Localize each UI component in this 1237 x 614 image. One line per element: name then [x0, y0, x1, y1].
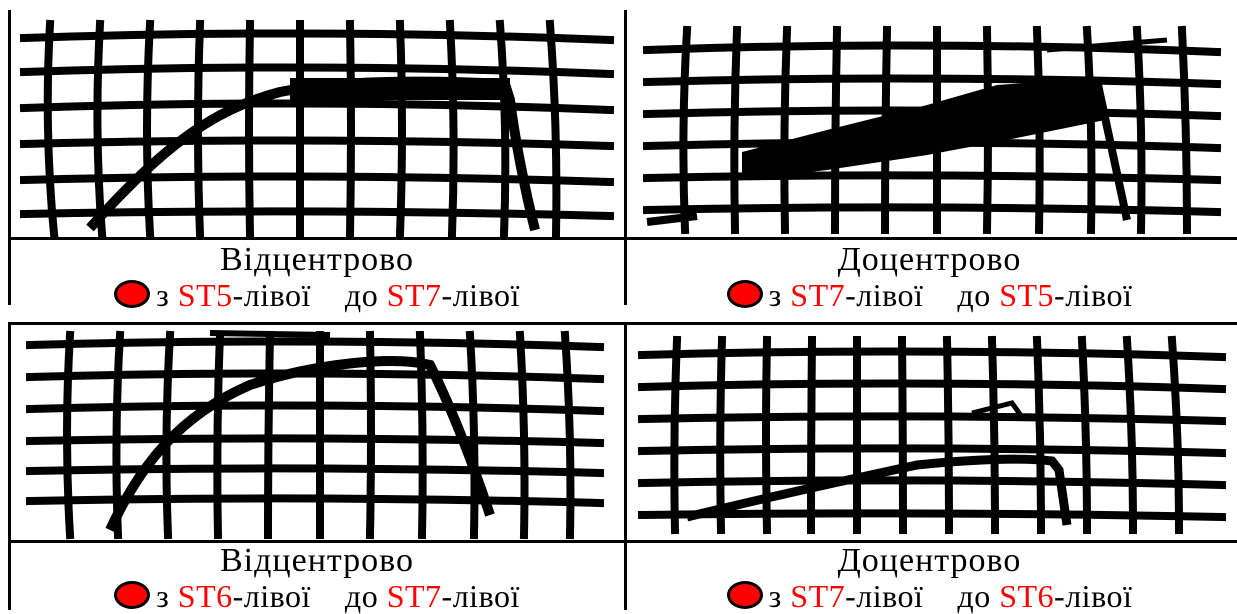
route-to-prefix: до [344, 277, 379, 313]
panel-top-left-route: з ST5-лівої до ST7-лівої [10, 278, 624, 312]
route-from-suffix: -лівої [232, 277, 311, 313]
panel-bottom-left-route: з ST6-лівої до ST7-лівої [10, 579, 624, 613]
panel-bottom-right-scan [637, 335, 1227, 535]
route-to-code: ST7 [386, 277, 442, 313]
route-to-suffix: -лівої [1054, 277, 1133, 313]
route-from-prefix: з [156, 277, 170, 313]
route-to-suffix: -лівої [441, 578, 520, 614]
route-from-suffix: -лівої [845, 277, 924, 313]
route-from-suffix: -лівої [232, 578, 311, 614]
frame-left-top [8, 10, 11, 305]
frame-top-caption-divider [8, 237, 1237, 240]
frame-middle-top [624, 10, 627, 305]
route-to-suffix: -лівої [1054, 578, 1133, 614]
route-from-code: ST7 [790, 578, 846, 614]
panel-top-right-route: з ST7-лівої до ST5-лівої [627, 278, 1232, 312]
panel-bottom-right-title: Доцентрово [837, 542, 1022, 579]
route-to-suffix: -лівої [441, 277, 520, 313]
frame-middle-bottom [624, 322, 627, 610]
route-to-prefix: до [957, 277, 991, 313]
route-from-code: ST5 [177, 277, 233, 313]
route-to-code: ST7 [386, 578, 442, 614]
red-dot-marker-icon [726, 581, 763, 609]
panel-bottom-left-title: Відцентрово [220, 542, 414, 579]
panel-top-left-title: Відцентрово [220, 241, 414, 278]
route-from-suffix: -лівої [845, 578, 924, 614]
panel-top-right-scan [642, 25, 1222, 235]
route-from-code: ST7 [790, 277, 846, 313]
route-from-prefix: з [156, 578, 170, 614]
frame-bottom-caption-divider [8, 540, 1237, 543]
red-dot-marker-icon [726, 280, 763, 308]
route-from-prefix: з [768, 277, 782, 313]
panel-bottom-right: Доцентрово з ST7-лівої до ST6-лівої [627, 325, 1232, 613]
panel-top-right: Доцентрово з ST7-лівої до ST5-лівої [627, 10, 1232, 312]
panel-top-left-scan [19, 19, 615, 238]
route-to-code: ST6 [999, 578, 1055, 614]
red-dot-marker-icon [114, 581, 151, 609]
panel-top-left: Відцентрово з ST5-лівої до ST7-лівої [10, 10, 624, 312]
route-from-code: ST6 [177, 578, 233, 614]
route-to-code: ST5 [999, 277, 1055, 313]
red-dot-marker-icon [114, 280, 151, 308]
route-to-prefix: до [344, 578, 379, 614]
frame-bottom-top [8, 322, 1237, 325]
panel-bottom-right-route: з ST7-лівої до ST6-лівої [627, 579, 1232, 613]
route-to-prefix: до [957, 578, 991, 614]
panel-bottom-left: Відцентрово з ST6-лівої до ST7-лівої [10, 325, 624, 613]
frame-left-bottom [8, 322, 11, 610]
route-from-prefix: з [768, 578, 782, 614]
panel-top-right-title: Доцентрово [837, 241, 1022, 278]
panel-bottom-left-scan [25, 330, 605, 540]
